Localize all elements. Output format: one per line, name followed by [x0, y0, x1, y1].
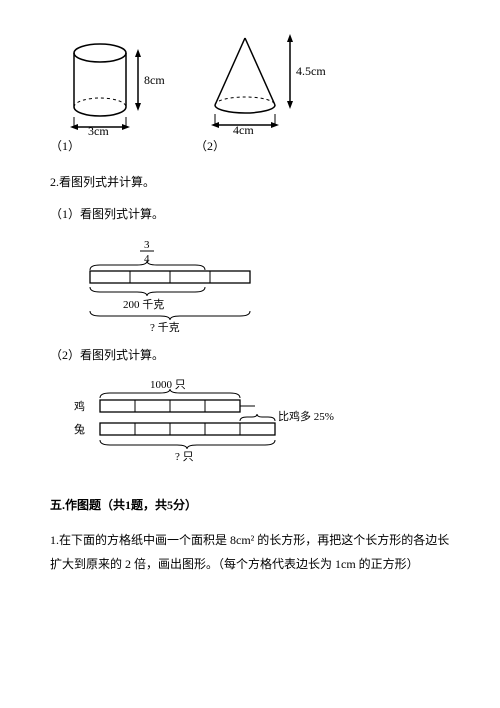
diag1-known: 200 千克 — [123, 298, 164, 311]
figure-row: 8cm 3cm （1） 4.5cm — [50, 30, 450, 155]
diagram-1: 3 4 200 千克 ? 千克 — [70, 237, 300, 332]
cylinder-svg: 8cm 3cm — [50, 35, 165, 135]
diag2-unknown: ? 只 — [175, 451, 194, 463]
diag2-right: 比鸡多 25% — [278, 409, 334, 423]
cone-height-label: 4.5cm — [296, 64, 326, 78]
section-5-q1: 1.在下面的方格纸中画一个面积是 8cm² 的长方形，再把这个长方形的各边长扩大… — [50, 528, 450, 576]
cylinder-width-label: 3cm — [88, 124, 109, 135]
cone-width-label: 4cm — [233, 123, 254, 135]
cylinder-height-label: 8cm — [144, 73, 165, 87]
diag2-left2: 兔 — [74, 422, 85, 436]
diag1-unknown: ? 千克 — [150, 321, 180, 332]
figure-1-cylinder: 8cm 3cm （1） — [50, 35, 165, 155]
diag1-frac-bot: 4 — [144, 253, 150, 265]
question-2-sub1: （1）看图列式计算。 — [50, 205, 450, 223]
question-2-text: 2.看图列式并计算。 — [50, 173, 450, 191]
figure-2-cone: 4.5cm 4cm （2） — [195, 30, 335, 155]
question-2-sub2: （2）看图列式计算。 — [50, 346, 450, 364]
diag1-frac-top: 3 — [144, 239, 150, 251]
cone-svg: 4.5cm 4cm — [195, 30, 335, 135]
diag2-top: 1000 只 — [150, 379, 186, 391]
figure-2-number: （2） — [195, 137, 225, 155]
diag2-left1: 鸡 — [74, 399, 85, 413]
diagram-2: 1000 只 鸡 兔 比鸡多 25% ? 只 — [70, 378, 350, 478]
figure-1-number: （1） — [50, 137, 80, 155]
section-5-title: 五.作图题（共1题，共5分） — [50, 496, 450, 514]
